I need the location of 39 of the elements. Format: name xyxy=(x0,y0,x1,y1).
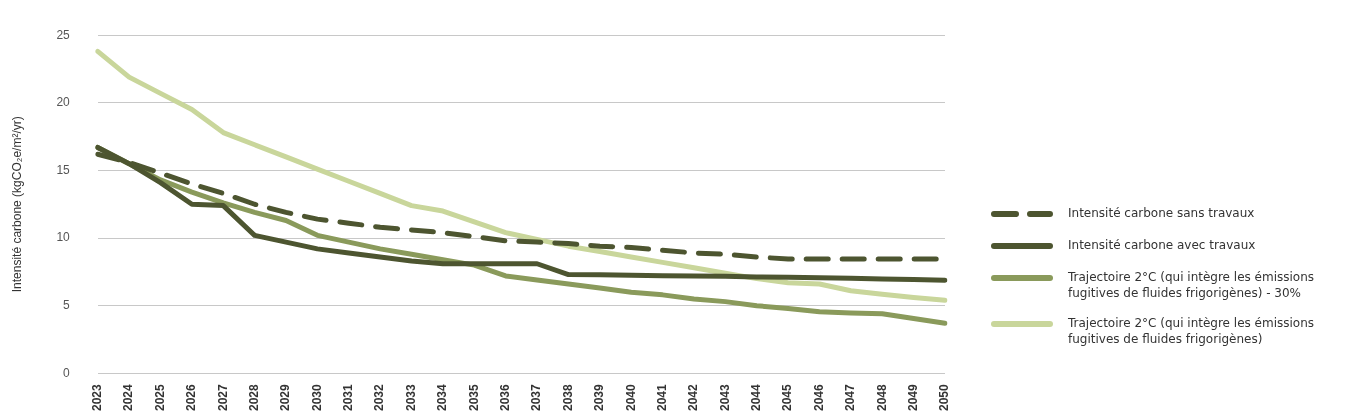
x-tick-label: 2038 xyxy=(560,383,575,412)
x-tick-label: 2046 xyxy=(811,383,826,412)
legend-label: Intensité carbone sans travaux xyxy=(1068,205,1255,221)
x-tick-label: 2043 xyxy=(717,383,732,412)
x-tick-label: 2040 xyxy=(623,383,638,412)
x-tick-label: 2037 xyxy=(529,383,544,412)
y-tick-label: 20 xyxy=(56,95,71,110)
x-tick-label: 2034 xyxy=(435,383,450,412)
y-tick-label: 5 xyxy=(63,298,71,312)
y-tick-label: 0 xyxy=(63,365,71,380)
x-tick-label: 2029 xyxy=(278,383,293,412)
x-tick-label: 2031 xyxy=(341,383,356,412)
x-tick-label: 2044 xyxy=(749,383,764,412)
x-tick-label: 2023 xyxy=(90,383,105,412)
x-tick-label: 2048 xyxy=(874,383,889,412)
x-tick-label: 2027 xyxy=(215,383,230,412)
x-tick-label: 2050 xyxy=(937,383,952,412)
x-tick-label: 2024 xyxy=(121,383,136,412)
legend-label: Trajectoire 2°C (qui intègre les émissions fugitives de fluides frigorigènes) - 30% xyxy=(1068,269,1316,301)
x-tick-label: 2033 xyxy=(403,383,418,412)
y-tick-label: 10 xyxy=(56,230,71,245)
x-tick-label: 2036 xyxy=(498,383,512,412)
y-axis-title: Intensité carbone (kgCO₂e/m²/yr) xyxy=(9,116,24,293)
y-tick-label: 15 xyxy=(56,162,71,177)
x-tick-label: 2030 xyxy=(309,383,324,412)
x-tick-label: 2041 xyxy=(654,383,669,412)
x-tick-label: 2042 xyxy=(686,383,701,412)
x-tick-label: 2047 xyxy=(843,383,858,412)
x-tick-label: 2026 xyxy=(184,383,199,412)
y-tick-label: 25 xyxy=(56,27,71,42)
x-tick-label: 2049 xyxy=(905,383,920,412)
x-tick-label: 2032 xyxy=(372,383,387,412)
legend-label: Trajectoire 2°C (qui intègre les émissions fugitives de fluides frigorigènes) xyxy=(1068,315,1316,347)
x-tick-label: 2035 xyxy=(466,383,481,412)
x-tick-label: 2028 xyxy=(246,383,261,412)
x-tick-label: 2045 xyxy=(780,383,795,412)
legend-label: Intensité carbone avec travaux xyxy=(1068,237,1256,253)
x-tick-label: 2025 xyxy=(152,383,167,412)
x-tick-label: 2039 xyxy=(592,383,607,412)
